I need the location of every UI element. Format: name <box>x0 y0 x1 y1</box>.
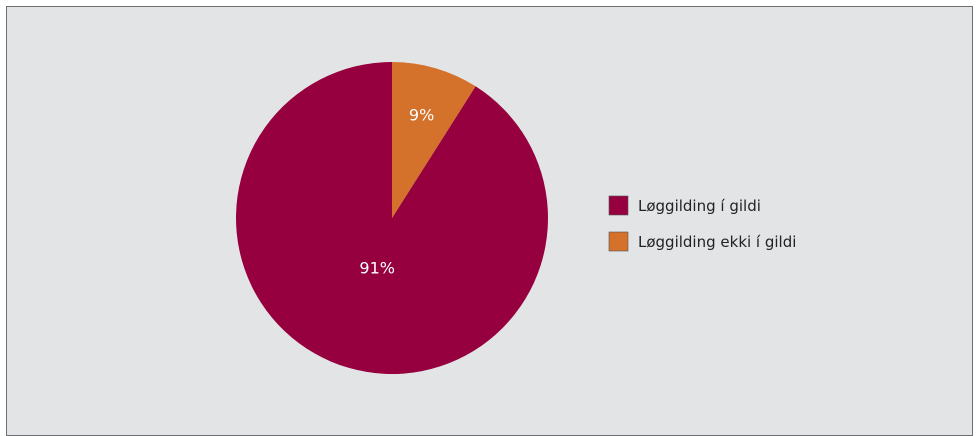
legend-label-1: Løggilding í gildi <box>638 197 761 215</box>
pie-slice-2 <box>392 62 476 218</box>
legend-swatch-2 <box>608 231 629 252</box>
data-label-2: 9% <box>409 106 434 125</box>
pie-slices <box>236 62 549 374</box>
data-label-1: 91% <box>359 258 395 277</box>
legend-label-2: Løggilding ekki í gildi <box>638 233 796 251</box>
pie-chart: 91% 9% Løggilding í gildi Løggilding ekki … <box>236 62 796 374</box>
legend: Løggilding í gildi Løggilding ekki í gild… <box>608 195 796 252</box>
pie-labels: 91% 9% <box>359 106 434 278</box>
pie-slice-1 <box>236 62 549 374</box>
legend-swatch-1 <box>608 195 629 216</box>
